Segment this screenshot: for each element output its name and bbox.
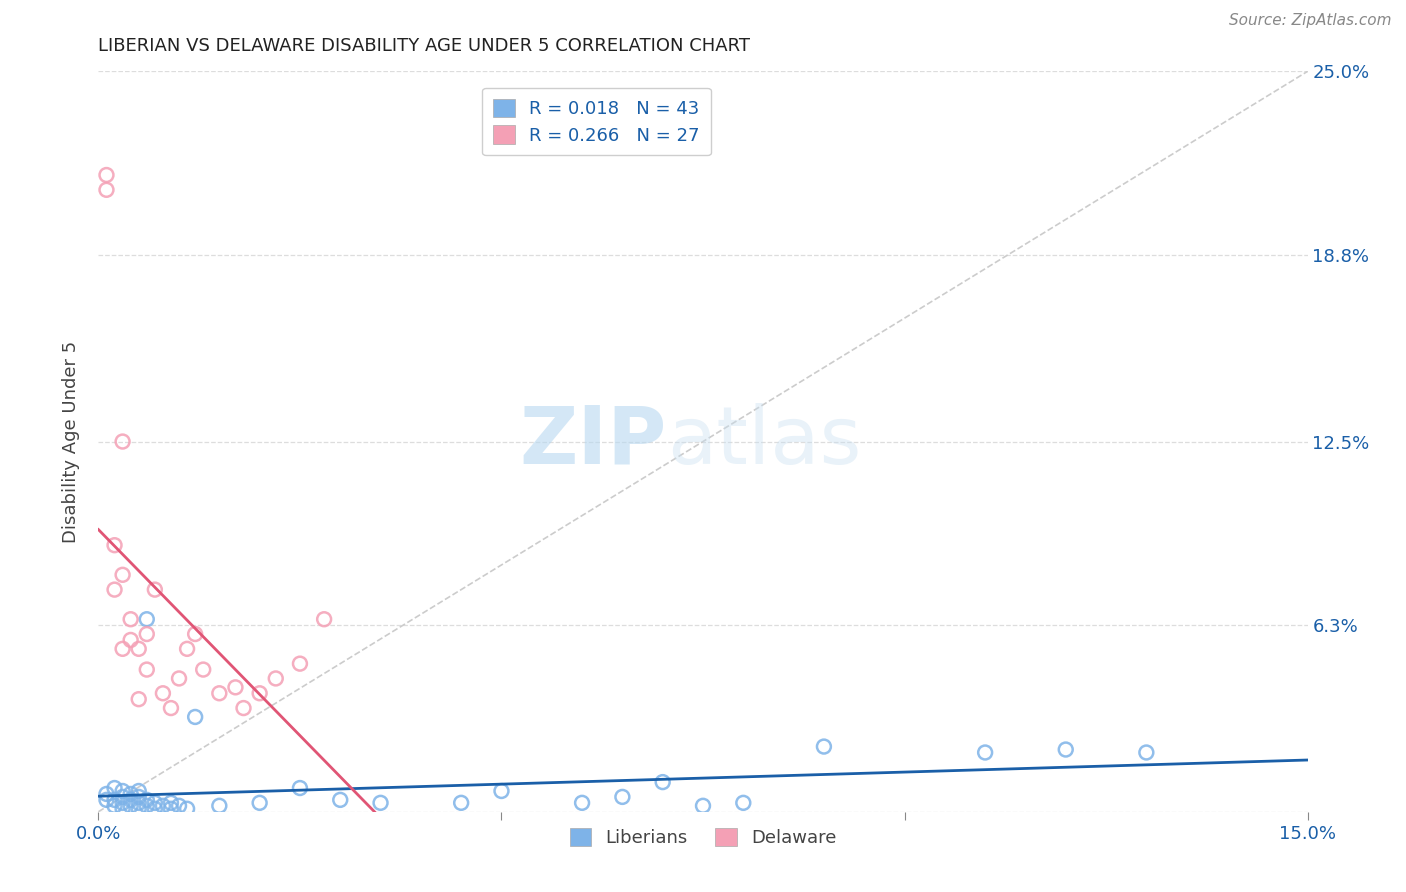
- Point: [103, 780, 125, 795]
- Point: [288, 780, 311, 795]
- Point: [314, 612, 336, 626]
- Point: [176, 802, 198, 816]
- Point: [491, 784, 513, 798]
- Point: [329, 793, 352, 807]
- Point: [135, 663, 157, 677]
- Point: [160, 701, 183, 715]
- Point: [111, 802, 134, 816]
- Point: [120, 793, 142, 807]
- Y-axis label: Disability Age Under 5: Disability Age Under 5: [62, 341, 80, 542]
- Point: [249, 686, 271, 700]
- Point: [135, 798, 157, 813]
- Point: [176, 641, 198, 656]
- Point: [111, 567, 134, 582]
- Point: [208, 686, 231, 700]
- Point: [143, 796, 166, 810]
- Point: [135, 627, 157, 641]
- Point: [103, 538, 125, 552]
- Point: [96, 787, 118, 801]
- Text: ZIP: ZIP: [519, 402, 666, 481]
- Point: [232, 701, 254, 715]
- Point: [152, 686, 174, 700]
- Point: [120, 798, 142, 813]
- Point: [111, 434, 134, 449]
- Point: [612, 789, 634, 804]
- Point: [128, 789, 150, 804]
- Point: [160, 802, 183, 816]
- Point: [103, 582, 125, 597]
- Point: [370, 796, 392, 810]
- Point: [128, 641, 150, 656]
- Point: [128, 796, 150, 810]
- Point: [128, 692, 150, 706]
- Point: [128, 784, 150, 798]
- Point: [120, 612, 142, 626]
- Point: [143, 582, 166, 597]
- Point: [120, 632, 142, 647]
- Point: [224, 681, 246, 695]
- Text: LIBERIAN VS DELAWARE DISABILITY AGE UNDER 5 CORRELATION CHART: LIBERIAN VS DELAWARE DISABILITY AGE UNDE…: [98, 37, 751, 54]
- Point: [96, 168, 118, 182]
- Point: [167, 672, 190, 686]
- Point: [160, 796, 183, 810]
- Point: [208, 798, 231, 813]
- Point: [135, 793, 157, 807]
- Point: [135, 612, 157, 626]
- Point: [193, 663, 215, 677]
- Point: [733, 796, 755, 810]
- Point: [288, 657, 311, 671]
- Point: [152, 798, 174, 813]
- Point: [103, 798, 125, 813]
- Point: [103, 793, 125, 807]
- Point: [143, 802, 166, 816]
- Point: [96, 793, 118, 807]
- Text: Source: ZipAtlas.com: Source: ZipAtlas.com: [1229, 13, 1392, 29]
- Point: [974, 746, 997, 760]
- Point: [111, 789, 134, 804]
- Point: [571, 796, 593, 810]
- Point: [692, 798, 714, 813]
- Point: [264, 672, 287, 686]
- Point: [120, 787, 142, 801]
- Point: [1135, 746, 1157, 760]
- Point: [651, 775, 673, 789]
- Point: [249, 796, 271, 810]
- Point: [1054, 742, 1077, 756]
- Point: [450, 796, 472, 810]
- Point: [111, 796, 134, 810]
- Point: [813, 739, 835, 754]
- Point: [128, 802, 150, 816]
- Point: [184, 627, 207, 641]
- Point: [96, 183, 118, 197]
- Legend: Liberians, Delaware: Liberians, Delaware: [562, 821, 844, 855]
- Point: [167, 798, 190, 813]
- Point: [111, 641, 134, 656]
- Point: [111, 784, 134, 798]
- Point: [184, 710, 207, 724]
- Text: atlas: atlas: [666, 402, 860, 481]
